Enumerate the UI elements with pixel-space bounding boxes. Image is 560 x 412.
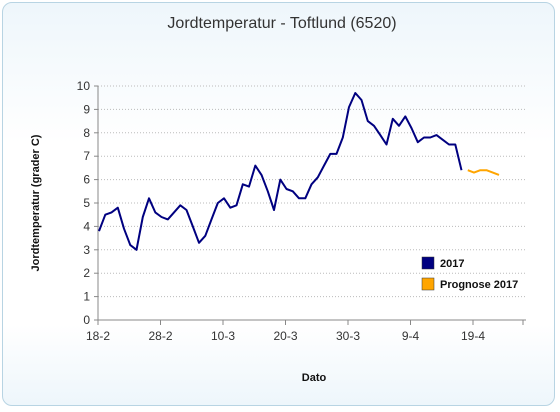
x-tick-label: 19-4	[461, 329, 485, 343]
y-tick-label: 0	[83, 313, 90, 327]
x-axis-label: Dato	[302, 372, 327, 384]
y-axis-ticks: 0 1 2 3 4 5 6 7 8 9 10	[77, 79, 98, 327]
y-tick-label: 8	[83, 126, 90, 140]
y-tick-label: 6	[83, 173, 90, 187]
y-tick-label: 9	[83, 102, 90, 116]
legend-swatch-prognose	[421, 277, 435, 291]
y-tick-label: 3	[83, 243, 90, 257]
legend-label-prognose: Prognose 2017	[440, 279, 518, 291]
x-tick-label: 18-2	[86, 329, 110, 343]
series-line-2017	[98, 92, 463, 251]
x-tick-label: 9-4	[402, 329, 420, 343]
x-tick-label: 28-2	[148, 329, 172, 343]
x-tick-label: 10-3	[211, 329, 235, 343]
legend: 2017 Prognose 2017	[421, 256, 518, 291]
x-tick-label: 20-3	[273, 329, 297, 343]
series-group	[98, 92, 500, 251]
y-axis-label: Jordtemperatur (grader C)	[30, 134, 42, 271]
y-tick-label: 4	[83, 219, 90, 233]
legend-swatch-2017	[421, 256, 435, 270]
y-tick-label: 1	[83, 290, 90, 304]
y-tick-label: 2	[83, 266, 90, 280]
y-tick-label: 7	[83, 149, 90, 163]
chart-title: Jordtemperatur - Toftlund (6520)	[167, 15, 396, 32]
x-axis-ticks: 18-2 28-2 10-3 20-3 30-3 9-4 19-4	[86, 320, 524, 343]
grid	[98, 85, 526, 298]
chart-frame	[2, 2, 555, 406]
y-tick-label: 10	[77, 79, 91, 93]
series-line-prognose-2017	[467, 169, 500, 176]
x-tick-label: 30-3	[336, 329, 360, 343]
y-tick-label: 5	[83, 196, 90, 210]
legend-label-2017: 2017	[440, 258, 464, 270]
